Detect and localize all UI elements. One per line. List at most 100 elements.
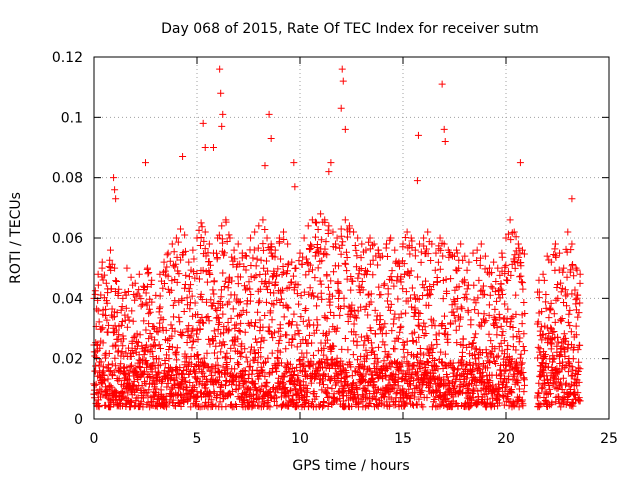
data-point	[139, 282, 147, 290]
data-point	[111, 186, 119, 194]
data-point	[480, 362, 488, 370]
data-point	[427, 286, 435, 294]
data-point	[342, 372, 350, 380]
data-point	[159, 316, 167, 324]
data-point	[128, 307, 136, 315]
data-point	[146, 330, 154, 338]
data-point	[164, 272, 172, 280]
data-point	[291, 385, 299, 393]
data-point	[486, 359, 494, 367]
data-point	[492, 278, 500, 286]
data-point	[212, 402, 220, 410]
data-point	[157, 386, 165, 394]
data-point	[111, 341, 119, 349]
data-point	[287, 278, 295, 286]
data-point	[569, 366, 577, 374]
data-point	[173, 344, 181, 352]
data-point	[533, 394, 541, 402]
data-point	[178, 295, 186, 303]
data-point	[492, 360, 500, 368]
data-point	[177, 379, 185, 387]
data-point	[366, 367, 374, 375]
data-point	[457, 240, 465, 248]
data-point	[165, 345, 173, 353]
data-point	[318, 295, 326, 303]
data-point	[415, 333, 423, 341]
data-point	[502, 234, 510, 242]
data-point	[472, 381, 480, 389]
data-point	[208, 371, 216, 379]
data-point	[284, 261, 292, 269]
data-point	[560, 264, 568, 272]
data-point	[477, 287, 485, 295]
data-point	[326, 376, 334, 384]
data-point	[458, 362, 466, 370]
data-point	[420, 351, 428, 359]
data-point	[575, 309, 583, 317]
data-point	[454, 295, 462, 303]
data-point	[189, 312, 197, 320]
data-point	[248, 370, 256, 378]
data-point	[258, 382, 266, 390]
data-point	[489, 381, 497, 389]
data-point	[290, 159, 298, 167]
data-point	[343, 253, 351, 261]
data-point	[350, 306, 358, 314]
data-point	[238, 348, 246, 356]
data-point	[217, 89, 225, 97]
data-point	[138, 300, 146, 308]
data-point	[501, 300, 509, 308]
data-point	[231, 291, 239, 299]
data-point	[108, 360, 116, 368]
data-point	[299, 253, 307, 261]
data-point	[534, 389, 542, 397]
data-point	[415, 309, 423, 317]
data-point	[541, 379, 549, 387]
data-point	[182, 377, 190, 385]
data-point	[102, 279, 110, 287]
data-point	[463, 385, 471, 393]
data-point	[576, 270, 584, 278]
data-point	[394, 295, 402, 303]
data-point	[518, 359, 526, 367]
data-point	[94, 270, 102, 278]
data-point	[431, 322, 439, 330]
data-point	[265, 278, 273, 286]
data-point	[249, 390, 257, 398]
data-point	[222, 403, 230, 411]
data-point	[510, 402, 518, 410]
data-point	[332, 327, 340, 335]
data-point	[575, 394, 583, 402]
data-point	[233, 403, 241, 411]
data-point	[197, 219, 205, 227]
data-point	[482, 317, 490, 325]
data-point	[415, 322, 423, 330]
data-point	[463, 374, 471, 382]
data-point	[484, 364, 492, 372]
data-point	[191, 274, 199, 282]
data-point	[246, 297, 254, 305]
data-point	[544, 375, 552, 383]
data-point	[380, 392, 388, 400]
data-point	[406, 380, 414, 388]
data-point	[260, 336, 268, 344]
data-point	[243, 385, 251, 393]
data-point	[145, 310, 153, 318]
data-point	[362, 355, 370, 363]
data-point	[124, 313, 132, 321]
data-point	[428, 341, 436, 349]
data-point	[357, 254, 365, 262]
data-point	[419, 380, 427, 388]
data-point	[564, 368, 572, 376]
data-point	[354, 307, 362, 315]
x-tick-label: 0	[90, 431, 99, 447]
data-point	[304, 340, 312, 348]
data-point	[199, 319, 207, 327]
data-point	[279, 268, 287, 276]
data-point	[415, 395, 423, 403]
data-point	[269, 334, 277, 342]
data-point	[189, 268, 197, 276]
data-point	[563, 273, 571, 281]
data-point	[142, 289, 150, 297]
data-point	[159, 284, 167, 292]
